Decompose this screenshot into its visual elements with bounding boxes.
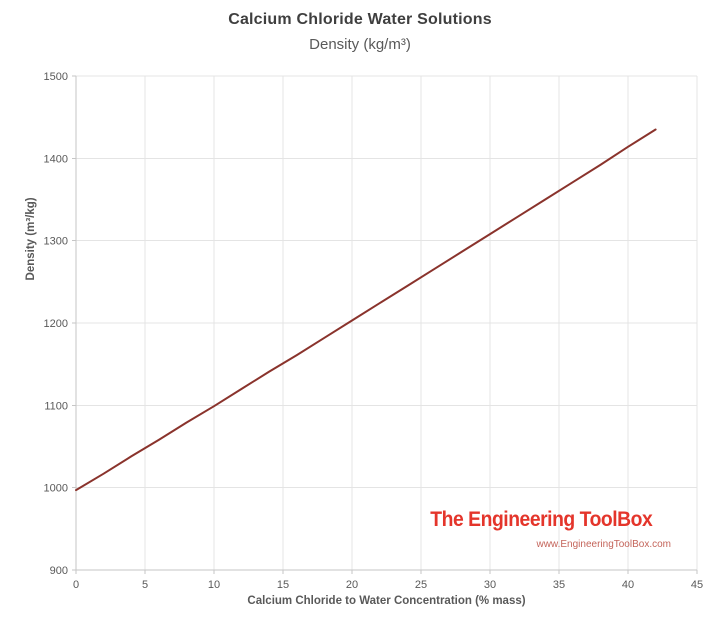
density-curve (75, 128, 657, 492)
engineering-toolbox-logo: The Engineering ToolBox (430, 508, 652, 531)
x-tick-label: 15 (277, 579, 289, 591)
y-tick-label: 1400 (44, 153, 68, 165)
y-tick-label: 1200 (44, 318, 68, 330)
engineering-toolbox-url: www.EngineeringToolBox.com (536, 539, 671, 550)
x-tick-label: 5 (142, 579, 148, 591)
x-tick-label: 10 (208, 579, 220, 591)
y-axis-title-text: Density (m³/kg) (25, 197, 37, 281)
y-tick-label: 1100 (44, 400, 68, 412)
x-tick-label: 45 (691, 579, 703, 591)
x-tick-label: 40 (622, 579, 634, 591)
chart-title: Calcium Chloride Water Solutions (228, 11, 492, 28)
x-tick-label: 30 (484, 579, 496, 591)
x-tick-label: 25 (415, 579, 427, 591)
chart-subtitle: Density (kg/m³) (309, 36, 411, 53)
x-axis-title: Calcium Chloride to Water Concentration … (247, 595, 526, 607)
x-tick-label: 0 (73, 579, 79, 591)
y-tick-label: 900 (50, 565, 68, 577)
y-tick-label: 1500 (44, 71, 68, 83)
x-tick-label: 20 (346, 579, 358, 591)
x-tick-label: 35 (553, 579, 565, 591)
y-tick-label: 1300 (44, 236, 68, 248)
y-tick-label: 1000 (44, 483, 68, 495)
